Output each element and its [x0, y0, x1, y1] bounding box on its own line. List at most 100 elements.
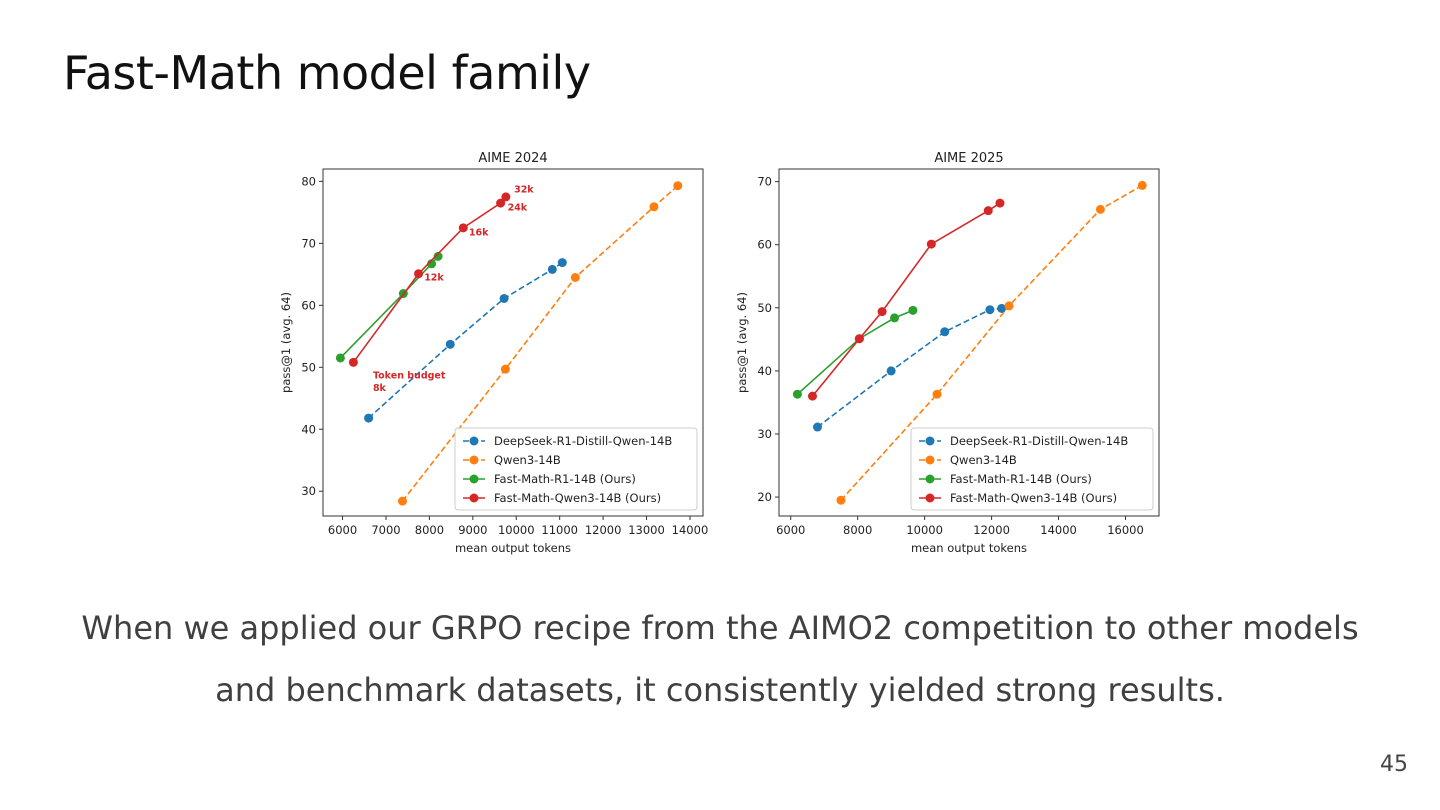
legend-label: Fast-Math-R1-14B (Ours)	[494, 472, 636, 486]
data-point	[501, 192, 511, 202]
data-point	[397, 496, 407, 506]
legend-label: Fast-Math-Qwen3-14B (Ours)	[950, 491, 1117, 505]
data-point	[557, 258, 567, 268]
x-tick-label: 10000	[498, 523, 535, 537]
data-point	[995, 198, 1005, 208]
y-tick-label: 50	[301, 360, 316, 374]
caption-line-2: and benchmark datasets, it consistently …	[215, 671, 1225, 709]
series-fast-math-qwen3-14b-ours	[807, 198, 1005, 401]
y-tick-label: 20	[757, 490, 772, 504]
legend-marker	[925, 436, 935, 446]
data-point	[335, 353, 345, 363]
data-point	[807, 391, 817, 401]
data-point	[932, 389, 942, 399]
series-qwen3-14b	[836, 180, 1147, 505]
series-line	[811, 202, 1001, 397]
y-tick-label: 70	[301, 236, 316, 250]
legend-marker	[469, 455, 479, 465]
legend-label: Qwen3-14B	[494, 453, 561, 467]
legend-marker	[469, 474, 479, 484]
y-tick-label: 60	[301, 298, 316, 312]
x-tick-label: 12000	[973, 523, 1010, 537]
legend: DeepSeek-R1-Distill-Qwen-14B Qwen3-14B Fas…	[910, 427, 1154, 511]
y-tick-label: 30	[757, 427, 772, 441]
data-point	[908, 305, 918, 315]
data-point	[570, 272, 580, 282]
x-tick-label: 9000	[458, 523, 487, 537]
x-tick-label: 8000	[843, 523, 872, 537]
data-point	[496, 198, 506, 208]
data-point	[985, 305, 995, 315]
y-tick-label: 50	[757, 301, 772, 315]
caption-line-1: When we applied our GRPO recipe from the…	[81, 609, 1359, 647]
series-line	[817, 307, 1002, 428]
data-point	[458, 223, 468, 233]
data-point	[500, 364, 510, 374]
x-axis-label: mean output tokens	[911, 541, 1027, 555]
x-tick-label: 7000	[371, 523, 400, 537]
data-point	[792, 389, 802, 399]
series-fast-math-r1-14b-ours	[335, 251, 443, 363]
x-tick-label: 14000	[672, 523, 709, 537]
legend-marker	[469, 493, 479, 503]
data-point	[1004, 301, 1014, 311]
slide-title: Fast-Math model family	[63, 46, 591, 100]
x-tick-label: 11000	[541, 523, 578, 537]
y-tick-label: 80	[301, 174, 316, 188]
data-point	[836, 495, 846, 505]
y-axis-label: pass@1 (avg. 64)	[735, 292, 749, 393]
x-tick-label: 6000	[328, 523, 357, 537]
data-point	[886, 366, 896, 376]
chart-title: AIME 2024	[478, 151, 547, 166]
annotation-label: 32k	[514, 185, 534, 196]
y-axis-label: pass@1 (avg. 64)	[279, 292, 293, 393]
data-point	[414, 269, 424, 279]
charts-canvas: AIME 2024 6000 7000 8000 9000 10000 11000 12000…	[279, 151, 1160, 555]
x-tick-label: 16000	[1107, 523, 1144, 537]
series-deepseek-r1-distill-qwen-14b	[813, 303, 1007, 432]
data-point	[813, 422, 823, 432]
legend-label: Qwen3-14B	[950, 453, 1017, 467]
series-deepseek-r1-distill-qwen-14b	[364, 258, 567, 423]
data-point	[673, 181, 683, 191]
legend-label: Fast-Math-Qwen3-14B (Ours)	[494, 491, 661, 505]
data-point	[940, 327, 950, 337]
y-tick-label: 40	[301, 422, 316, 436]
annotation-label: 24k	[508, 203, 528, 214]
data-point	[499, 294, 509, 304]
legend: DeepSeek-R1-Distill-Qwen-14B Qwen3-14B Fas…	[454, 427, 698, 511]
legend-marker	[469, 436, 479, 446]
data-point	[983, 206, 993, 216]
y-tick-label: 70	[757, 175, 772, 189]
annotation-label: Token budget	[373, 370, 446, 381]
x-axis-label: mean output tokens	[455, 541, 571, 555]
slide-caption: When we applied our GRPO recipe from the…	[0, 597, 1440, 721]
data-point	[877, 307, 887, 317]
x-tick-label: 6000	[776, 523, 805, 537]
series-fast-math-r1-14b-ours	[792, 305, 918, 399]
y-tick-label: 60	[757, 238, 772, 252]
x-tick-label: 8000	[415, 523, 444, 537]
annotation-label: 16k	[469, 227, 489, 238]
series-line	[339, 255, 439, 359]
chart-1: AIME 2024 6000 7000 8000 9000 10000 11000 12000…	[279, 151, 708, 555]
legend-marker	[925, 455, 935, 465]
x-tick-label: 10000	[906, 523, 943, 537]
legend-label: DeepSeek-R1-Distill-Qwen-14B	[950, 434, 1128, 448]
plot-frame	[778, 168, 1160, 517]
annotation-label: 8k	[373, 383, 387, 394]
data-point	[1095, 204, 1105, 214]
legend-box	[910, 427, 1154, 511]
data-point	[348, 357, 358, 367]
data-point	[854, 334, 864, 344]
data-point	[547, 264, 557, 274]
x-tick-label: 14000	[1040, 523, 1077, 537]
data-point	[926, 239, 936, 249]
data-point	[1137, 180, 1147, 190]
x-tick-label: 13000	[628, 523, 665, 537]
data-point	[364, 413, 374, 423]
plot-frame	[322, 168, 704, 517]
y-tick-label: 30	[301, 484, 316, 498]
data-point	[445, 339, 455, 349]
legend-label: DeepSeek-R1-Distill-Qwen-14B	[494, 434, 672, 448]
